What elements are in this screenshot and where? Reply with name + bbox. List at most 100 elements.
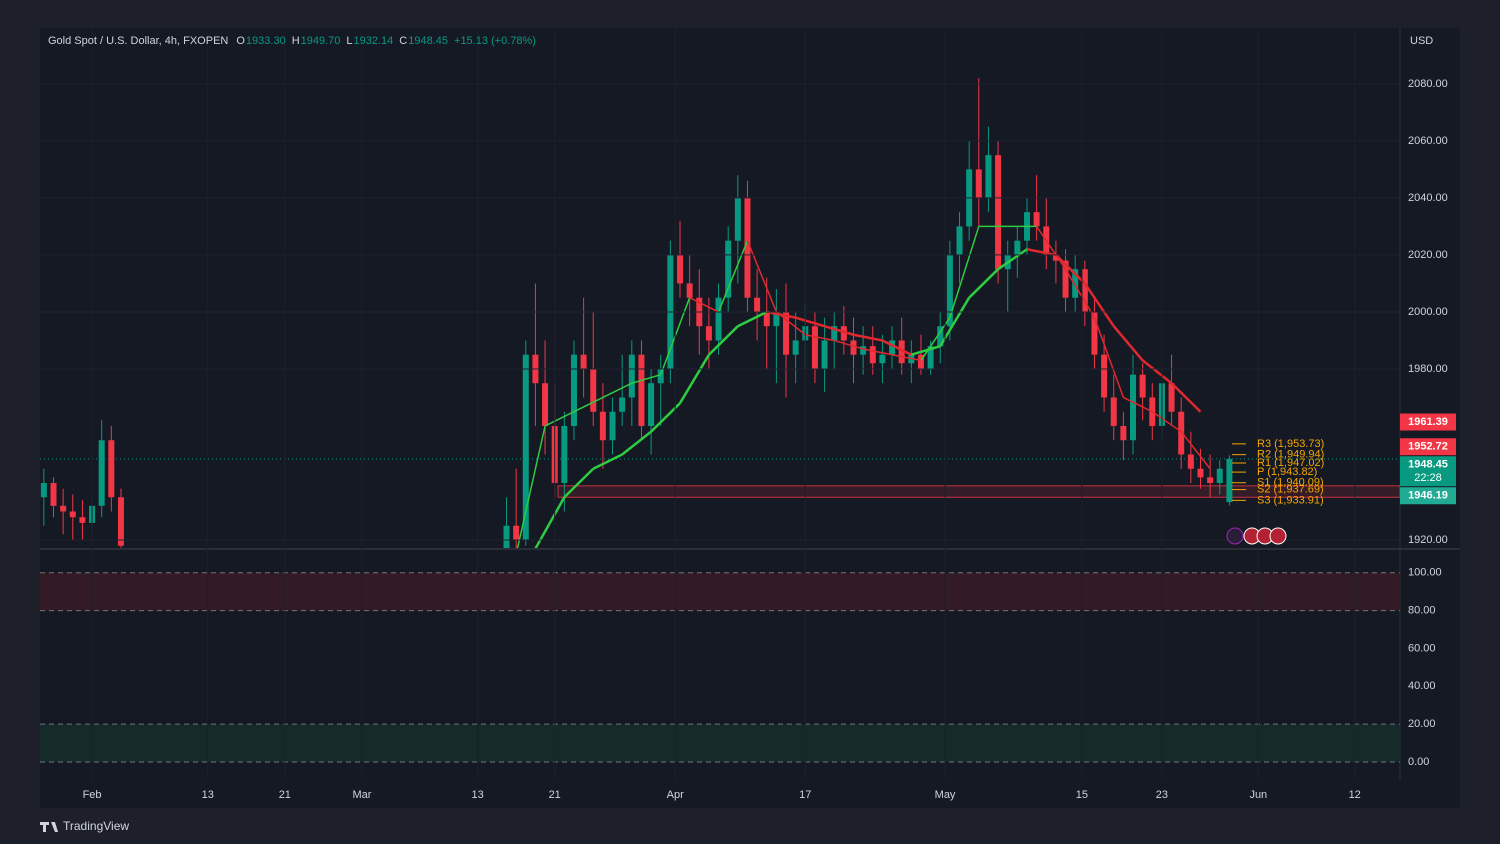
osc-tick-label: 100.00 <box>1408 567 1442 579</box>
ma-segment <box>834 339 864 350</box>
price-tag-label: 1961.39 <box>1408 416 1448 428</box>
candle-body <box>869 346 876 364</box>
pivot-label: S2 (1,937.69) <box>1257 483 1324 495</box>
ma-segment <box>968 268 999 299</box>
event-icons <box>1226 527 1287 545</box>
ma-segment <box>602 382 633 399</box>
candle-body <box>1081 269 1088 312</box>
ma-segment <box>997 248 1028 271</box>
ma-segment <box>1141 359 1173 385</box>
ma-segment <box>1055 254 1086 285</box>
candle-body <box>1168 383 1175 412</box>
candle-body <box>725 240 732 298</box>
candle-body <box>1178 411 1185 455</box>
candle-body <box>946 254 953 327</box>
candle-body <box>1207 477 1214 483</box>
candle-body <box>513 525 520 541</box>
ohlc-value: 1932.14 <box>354 35 394 47</box>
ma-segment <box>1026 248 1057 257</box>
candle-body <box>609 411 616 441</box>
ma-segment <box>862 348 893 356</box>
ma-segment <box>1170 382 1202 413</box>
candle-body <box>561 425 568 483</box>
candle-body <box>638 354 645 426</box>
candle-body <box>1120 425 1127 441</box>
ma-segment <box>631 373 661 384</box>
candle-body <box>898 340 905 364</box>
price-tag-label: 1948.45 <box>1408 459 1448 471</box>
candle-body <box>1014 240 1021 255</box>
candle-body <box>98 440 105 506</box>
candle-body <box>503 525 510 548</box>
candle-body <box>1101 354 1108 398</box>
candle-body <box>1110 397 1117 426</box>
candle-body <box>860 346 867 355</box>
ma-segment <box>544 411 575 427</box>
y-tick-label: 2020.00 <box>1408 249 1448 261</box>
pivot-label: S3 (1,933.91) <box>1257 494 1324 506</box>
osc-tick-label: 40.00 <box>1408 680 1436 692</box>
x-tick-label: 13 <box>471 789 483 801</box>
countdown: 22:28 <box>1414 472 1442 484</box>
ma-segment <box>891 353 922 362</box>
candle-body <box>50 483 57 506</box>
ma-segment <box>824 325 854 336</box>
candle-body <box>773 311 780 327</box>
price-tag <box>1400 413 1456 431</box>
y-tick-label: 1980.00 <box>1408 363 1448 375</box>
y-tick-label: 2060.00 <box>1408 135 1448 147</box>
currency: USD <box>1410 35 1433 47</box>
candle-body <box>956 226 963 255</box>
axes: 1920.00 1980.00 2000.00 2020.00 2040.00 2060.… <box>40 28 1448 801</box>
pivot-label: R2 (1,949.94) <box>1257 449 1324 461</box>
candle-body <box>1072 269 1079 298</box>
price-change: +15.13 (+0.78%) <box>454 35 536 47</box>
candle-body <box>1139 374 1146 398</box>
x-tick-label: May <box>935 789 956 801</box>
candle-body <box>69 511 76 518</box>
ohlc-label: O <box>236 35 245 47</box>
candle-body <box>648 383 655 426</box>
price-tag-label: 1946.19 <box>1408 490 1448 502</box>
x-tick-label: 13 <box>202 789 214 801</box>
x-tick-label: 23 <box>1156 789 1168 801</box>
event-icon[interactable] <box>1269 527 1287 545</box>
candle-body <box>1062 260 1069 298</box>
ma-segment <box>1093 317 1125 398</box>
price-tag <box>1400 487 1456 505</box>
ohlc-label: C <box>399 35 407 47</box>
ma-segment <box>949 226 980 318</box>
support-zone <box>557 485 1400 498</box>
candle-body <box>677 254 683 284</box>
brand-logo <box>40 822 58 832</box>
ma-segment <box>1064 268 1096 319</box>
candle-body <box>522 354 529 541</box>
candle-body <box>117 497 124 546</box>
candle-body <box>40 483 47 498</box>
price-tag-label: 1952.72 <box>1408 441 1448 453</box>
candle-body <box>985 155 992 198</box>
event-icon[interactable] <box>1226 527 1244 545</box>
ma-segment <box>621 430 652 456</box>
candle-body <box>792 340 799 355</box>
candle-body <box>927 346 934 369</box>
pivot-label: R3 (1,953.73) <box>1257 438 1324 450</box>
candle-body <box>60 505 67 512</box>
candle-body <box>570 354 577 426</box>
brand: TradingView <box>63 819 129 833</box>
x-tick-label: 15 <box>1076 789 1088 801</box>
ohlc-label: L <box>346 35 352 47</box>
candle-body <box>917 354 924 369</box>
osc-tick-label: 20.00 <box>1408 718 1436 730</box>
ma-segment <box>1036 226 1067 270</box>
price-tag <box>1400 438 1456 456</box>
candle-body <box>1052 254 1059 261</box>
ma-segment <box>1083 282 1115 327</box>
pivot-label: P (1,943.82) <box>1257 466 1317 478</box>
candle-body <box>108 440 115 498</box>
ma-segment <box>717 240 749 313</box>
ma-segment <box>910 344 941 356</box>
candle-body <box>590 368 597 412</box>
